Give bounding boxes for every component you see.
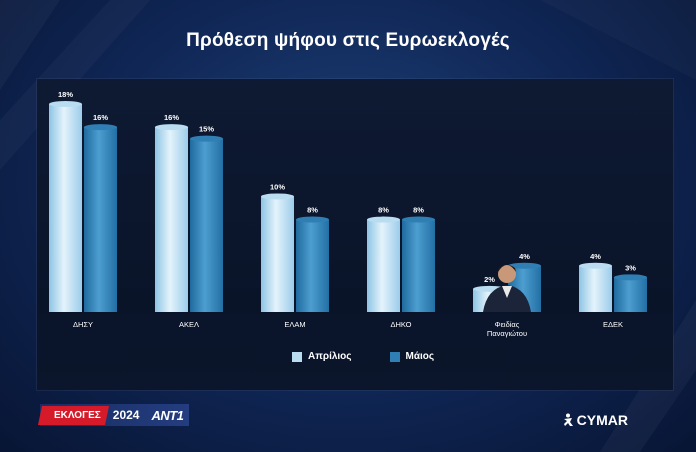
bar-cap-april-5 xyxy=(579,262,612,269)
cymar-icon xyxy=(563,413,573,426)
data-label-may-3: 8% xyxy=(413,206,424,215)
bar-cap-may-4 xyxy=(508,262,541,269)
category-label-4-line-0: Φειδίας xyxy=(495,320,520,329)
bar-cap-may-1 xyxy=(190,135,223,142)
bar-april-5 xyxy=(579,265,612,312)
candidate-portrait-shirt xyxy=(502,286,512,298)
data-label-may-4: 4% xyxy=(519,252,530,261)
bar-cap-april-2 xyxy=(261,193,294,200)
category-label-1: ΑΚΕΛ xyxy=(179,320,199,329)
elections-badge-label: ΕΚΛΟΓΕΣ xyxy=(54,409,101,421)
category-label-0: ΔΗΣΥ xyxy=(73,320,93,329)
bar-cap-may-5 xyxy=(614,274,647,281)
data-label-may-1: 15% xyxy=(199,125,214,134)
candidate-portrait-hair xyxy=(498,265,516,272)
year-label: 2024 xyxy=(112,408,140,422)
bar-cap-may-0 xyxy=(84,124,117,131)
data-label-april-5: 4% xyxy=(590,252,601,261)
bar-chart: 18% 16% ΔΗΣΥ 16% 15% ΑΚΕΛ 10% 8% ΕΛΑΜ 8% 8% ΔΗΚΟ 2% 4… xyxy=(49,90,647,338)
candidate-portrait-body xyxy=(483,285,531,312)
candidate-portrait-head xyxy=(498,265,516,283)
chart-panel xyxy=(37,79,673,390)
bar-cap-may-3 xyxy=(402,216,435,223)
category-label-3: ΔΗΚΟ xyxy=(390,320,411,329)
bar-april-3 xyxy=(367,219,400,312)
elections-badge: ΕΚΛΟΓΕΣ xyxy=(37,405,109,425)
page-title: Πρόθεση ψήφου στις Ευρωεκλογές xyxy=(186,30,510,51)
elections-2024-banner: ΕΚΛΟΓΕΣ 2024 ANT1 xyxy=(37,404,190,426)
channel-logo: ANT1 xyxy=(151,407,184,423)
data-label-may-5: 3% xyxy=(625,263,636,272)
category-label-4-line-1: Παναγιώτου xyxy=(487,329,527,338)
data-label-april-1: 16% xyxy=(164,113,179,122)
data-label-may-0: 16% xyxy=(93,113,108,122)
bar-may-1 xyxy=(190,138,223,312)
legend-label-april: Απρίλιος xyxy=(308,351,352,362)
bar-cap-april-1 xyxy=(155,124,188,131)
bar-may-5 xyxy=(614,277,647,312)
category-label-5: ΕΔΕΚ xyxy=(603,320,623,329)
legend-item-may: Μάιος xyxy=(389,351,435,362)
bar-cap-may-2 xyxy=(296,216,329,223)
legend-item-april: Απρίλιος xyxy=(292,351,352,362)
legend-label-may: Μάιος xyxy=(405,351,435,362)
bar-april-0 xyxy=(49,104,82,312)
category-label-2: ΕΛΑΜ xyxy=(284,320,305,329)
bar-may-0 xyxy=(84,127,117,312)
data-label-may-2: 8% xyxy=(307,206,318,215)
pollster-name: CYMAR xyxy=(576,412,628,428)
legend-swatch-may xyxy=(389,351,400,362)
pollster-logo: CYMAR xyxy=(563,412,628,428)
chart-legend: Απρίλιος Μάιος xyxy=(292,351,472,362)
data-label-april-0: 18% xyxy=(58,90,73,99)
bar-cap-april-0 xyxy=(49,101,82,107)
data-label-april-3: 8% xyxy=(378,206,389,215)
bar-cap-april-3 xyxy=(367,216,400,223)
legend-swatch-april xyxy=(292,351,302,362)
bar-april-1 xyxy=(155,127,188,312)
data-label-april-4: 2% xyxy=(484,275,495,284)
bar-april-2 xyxy=(261,196,294,312)
bar-may-2 xyxy=(296,219,329,312)
data-label-april-2: 10% xyxy=(270,182,285,191)
bar-may-3 xyxy=(402,219,435,312)
